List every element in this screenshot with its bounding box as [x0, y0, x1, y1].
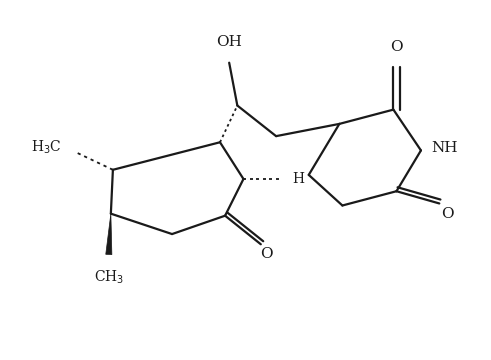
Text: O: O [390, 40, 403, 54]
Text: H$_3$C: H$_3$C [31, 139, 62, 156]
Text: O: O [261, 247, 273, 261]
Text: CH$_3$: CH$_3$ [94, 269, 124, 286]
Polygon shape [106, 214, 112, 255]
Text: OH: OH [216, 35, 242, 49]
Text: NH: NH [431, 141, 458, 156]
Text: O: O [441, 207, 454, 221]
Text: H: H [293, 172, 304, 186]
